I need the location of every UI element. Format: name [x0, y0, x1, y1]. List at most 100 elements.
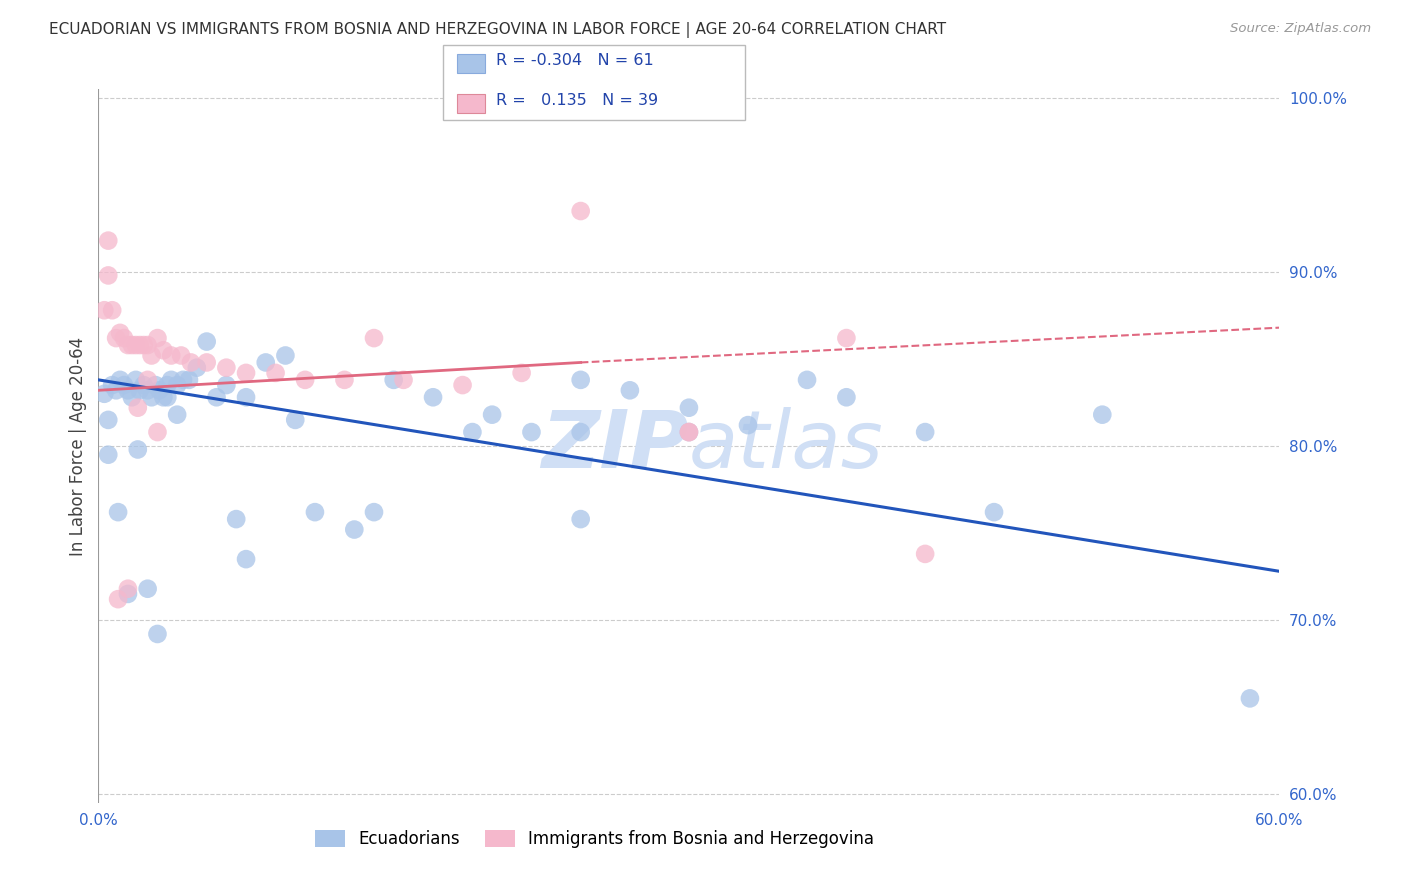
Point: [215, 360, 238, 375]
Point: [363, 331, 385, 345]
Point: [97, 234, 120, 248]
Point: [125, 373, 148, 387]
Legend: Ecuadorians, Immigrants from Bosnia and Herzegovina: Ecuadorians, Immigrants from Bosnia and …: [308, 823, 880, 855]
Point: [225, 512, 247, 526]
Text: R =   0.135   N = 39: R = 0.135 N = 39: [496, 94, 658, 108]
Point: [451, 378, 474, 392]
Point: [510, 366, 533, 380]
Point: [481, 408, 503, 422]
Point: [264, 366, 287, 380]
Point: [127, 401, 149, 415]
Point: [215, 378, 238, 392]
Point: [105, 331, 128, 345]
Point: [127, 442, 149, 457]
Point: [97, 268, 120, 283]
Point: [136, 582, 159, 596]
Point: [678, 425, 700, 439]
Point: [678, 401, 700, 415]
Point: [737, 418, 759, 433]
Point: [101, 303, 124, 318]
Point: [121, 390, 143, 404]
Point: [166, 408, 188, 422]
Point: [117, 587, 139, 601]
Point: [619, 384, 641, 398]
Point: [132, 338, 155, 352]
Point: [186, 360, 208, 375]
Point: [141, 349, 163, 363]
Point: [235, 552, 257, 566]
Point: [520, 425, 543, 439]
Point: [156, 378, 179, 392]
Point: [914, 547, 936, 561]
Point: [1091, 408, 1114, 422]
Point: [333, 373, 356, 387]
Point: [392, 373, 415, 387]
Point: [160, 373, 183, 387]
Point: [117, 582, 139, 596]
Text: R = -0.304   N = 61: R = -0.304 N = 61: [496, 54, 654, 68]
Point: [835, 390, 858, 404]
Point: [382, 373, 405, 387]
Point: [160, 349, 183, 363]
Point: [914, 425, 936, 439]
Point: [93, 386, 115, 401]
Point: [136, 338, 159, 352]
Text: atlas: atlas: [689, 407, 884, 485]
Y-axis label: In Labor Force | Age 20-64: In Labor Force | Age 20-64: [69, 336, 87, 556]
Point: [128, 384, 150, 398]
Point: [461, 425, 484, 439]
Point: [205, 390, 228, 404]
Point: [678, 425, 700, 439]
Point: [136, 373, 159, 387]
Point: [112, 378, 135, 392]
Point: [678, 425, 700, 439]
Point: [97, 448, 120, 462]
Point: [235, 366, 257, 380]
Point: [156, 390, 179, 404]
Point: [195, 334, 218, 349]
Point: [125, 338, 148, 352]
Point: [835, 331, 858, 345]
Point: [170, 349, 193, 363]
Point: [93, 303, 115, 318]
Point: [569, 425, 592, 439]
Point: [569, 373, 592, 387]
Point: [141, 390, 163, 404]
Point: [284, 413, 307, 427]
Text: Source: ZipAtlas.com: Source: ZipAtlas.com: [1230, 22, 1371, 36]
Text: ECUADORIAN VS IMMIGRANTS FROM BOSNIA AND HERZEGOVINA IN LABOR FORCE | AGE 20-64 : ECUADORIAN VS IMMIGRANTS FROM BOSNIA AND…: [49, 22, 946, 38]
Point: [363, 505, 385, 519]
Point: [105, 384, 128, 398]
Point: [101, 378, 124, 392]
Point: [152, 343, 174, 358]
Point: [796, 373, 818, 387]
Point: [274, 349, 297, 363]
Point: [107, 505, 129, 519]
Point: [294, 373, 316, 387]
Point: [177, 373, 200, 387]
Point: [569, 512, 592, 526]
Point: [1239, 691, 1261, 706]
Point: [97, 413, 120, 427]
Point: [254, 355, 277, 369]
Point: [112, 331, 135, 345]
Point: [180, 355, 202, 369]
Point: [136, 384, 159, 398]
Point: [422, 390, 444, 404]
Point: [152, 390, 174, 404]
Point: [121, 338, 143, 352]
Point: [195, 355, 218, 369]
Point: [117, 384, 139, 398]
Point: [569, 204, 592, 219]
Text: ZIP: ZIP: [541, 407, 689, 485]
Point: [235, 390, 257, 404]
Point: [117, 338, 139, 352]
Point: [108, 326, 131, 340]
Point: [146, 331, 169, 345]
Point: [145, 378, 167, 392]
Point: [128, 338, 150, 352]
Point: [146, 627, 169, 641]
Point: [166, 378, 188, 392]
Point: [148, 384, 170, 398]
Point: [107, 592, 129, 607]
